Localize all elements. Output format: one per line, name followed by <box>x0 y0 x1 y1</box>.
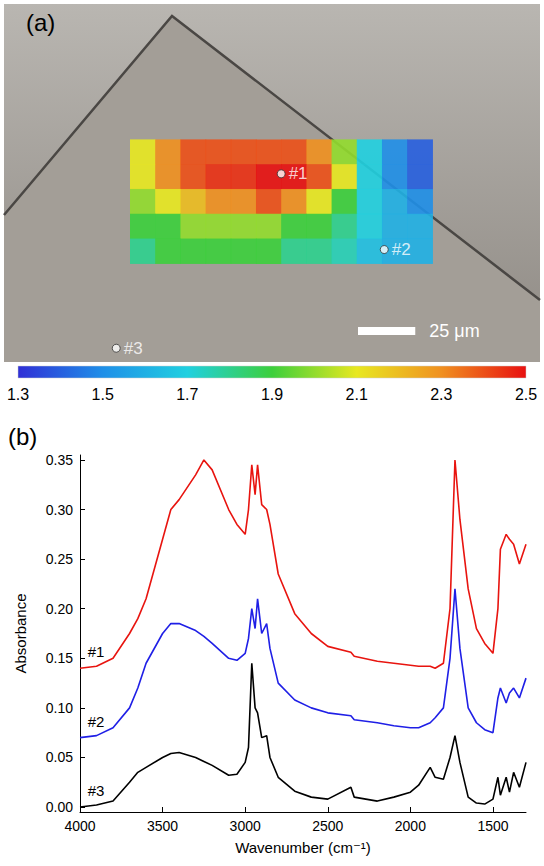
svg-text:#3: #3 <box>124 339 143 358</box>
svg-text:Wavenumber (cm⁻¹): Wavenumber (cm⁻¹) <box>235 839 371 856</box>
svg-text:0.15: 0.15 <box>46 650 73 666</box>
svg-text:3500: 3500 <box>147 818 178 834</box>
svg-text:(b): (b) <box>8 423 37 450</box>
svg-text:25 μm: 25 μm <box>429 321 479 341</box>
svg-text:0.20: 0.20 <box>46 601 73 617</box>
svg-text:2500: 2500 <box>312 818 343 834</box>
svg-text:2.5: 2.5 <box>515 386 537 403</box>
svg-text:0.35: 0.35 <box>46 452 73 468</box>
svg-text:1.7: 1.7 <box>176 386 198 403</box>
svg-text:Absorbance: Absorbance <box>12 593 29 673</box>
svg-text:0.10: 0.10 <box>46 700 73 716</box>
svg-text:2000: 2000 <box>395 818 426 834</box>
svg-text:0.05: 0.05 <box>46 749 73 765</box>
svg-text:1.9: 1.9 <box>261 386 283 403</box>
svg-text:#2: #2 <box>88 713 105 730</box>
svg-text:1.3: 1.3 <box>7 386 29 403</box>
svg-text:2.3: 2.3 <box>430 386 452 403</box>
svg-text:#1: #1 <box>289 164 308 183</box>
svg-text:1500: 1500 <box>477 818 508 834</box>
svg-text:(a): (a) <box>26 9 55 36</box>
svg-text:2.1: 2.1 <box>346 386 368 403</box>
svg-text:#1: #1 <box>88 643 105 660</box>
svg-text:0.25: 0.25 <box>46 551 73 567</box>
svg-text:1.5: 1.5 <box>92 386 114 403</box>
svg-text:0.30: 0.30 <box>46 502 73 518</box>
svg-text:#2: #2 <box>392 240 411 259</box>
svg-text:3000: 3000 <box>230 818 261 834</box>
svg-text:4000: 4000 <box>64 818 95 834</box>
svg-text:#3: #3 <box>88 782 105 799</box>
svg-text:0.00: 0.00 <box>46 799 73 815</box>
